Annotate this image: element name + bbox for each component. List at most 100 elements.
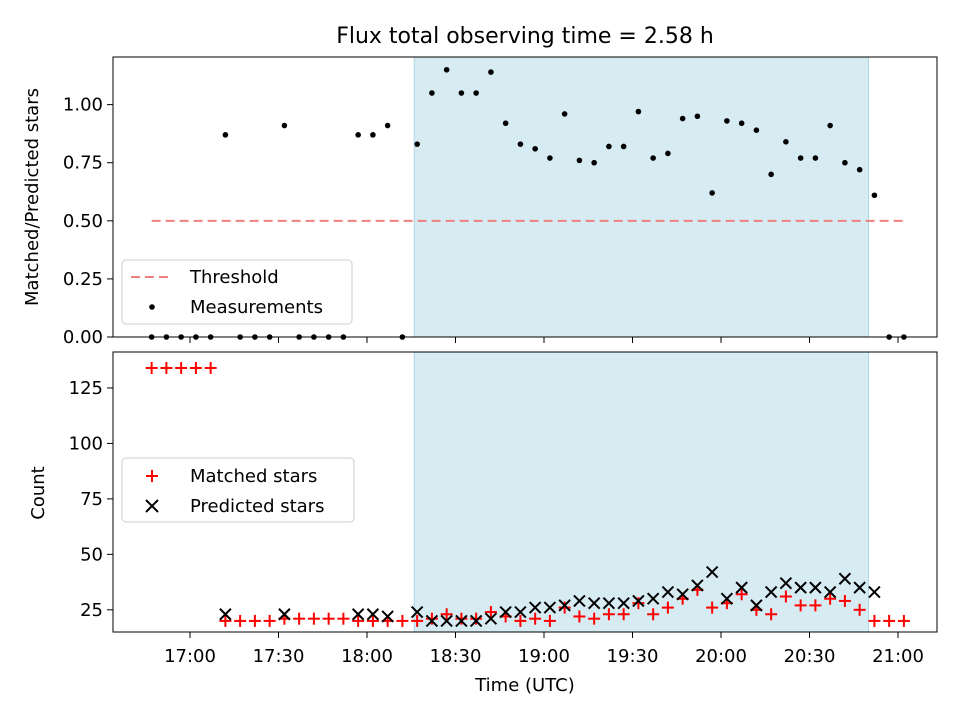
- predicted-star-marker: [514, 605, 527, 619]
- top-y-tick-label: 1.00: [63, 95, 103, 116]
- matched-star-marker: [396, 614, 409, 627]
- measurement-point: [650, 155, 656, 161]
- bottom-y-tick-label: 25: [80, 600, 103, 621]
- predicted-star-marker: [543, 601, 557, 614]
- top-y-ticks: 0.00 0.25 0.50 0.75 1.00: [63, 95, 113, 348]
- matched-star-marker: [234, 614, 247, 627]
- predicted-star-marker: [705, 565, 719, 579]
- measurement-point: [355, 132, 361, 138]
- predicted-star-marker: [646, 592, 660, 605]
- measurement-point: [694, 113, 701, 120]
- bottom-x-tick-label: 20:30: [784, 646, 836, 667]
- bottom-y-axis-label: Count: [28, 466, 49, 519]
- matched-star-marker: [661, 601, 674, 614]
- matched-legend-label: Matched stars: [190, 466, 317, 487]
- predicted-star-marker: [779, 576, 793, 590]
- measurement-point: [384, 122, 391, 129]
- predicted-star-marker: [219, 608, 232, 621]
- measurement-point: [443, 66, 450, 73]
- measurement-point: [768, 171, 774, 178]
- predicted-star-marker: [809, 581, 822, 594]
- top-y-tick-label: 0.00: [63, 327, 103, 348]
- matched-star-marker: [440, 608, 453, 621]
- bottom-panel: 25 50 75 100 125 17:00 17:30 18:00 18:30 19:00 19…: [28, 351, 938, 696]
- bottom-x-tick-label: 19:00: [518, 646, 570, 667]
- matched-legend-swatch: [146, 470, 158, 482]
- predicted-star-marker: [587, 596, 601, 610]
- predicted-star-marker: [735, 581, 748, 594]
- predicted-star-marker: [720, 592, 734, 605]
- predicted-star-marker: [366, 608, 380, 621]
- matched-star-marker: [514, 614, 527, 627]
- bottom-x-tick-label: 17:00: [164, 646, 216, 667]
- matched-star-marker: [765, 608, 778, 621]
- measurement-point: [429, 90, 435, 96]
- bottom-x-tick-label: 18:30: [430, 646, 482, 667]
- predicted-star-marker: [632, 594, 645, 608]
- matched-star-marker: [897, 614, 910, 627]
- matched-star-marker: [588, 612, 601, 625]
- measurement-point: [797, 155, 804, 161]
- predicted-legend-label: Predicted stars: [190, 496, 324, 517]
- matched-star-marker: [853, 603, 866, 616]
- predicted-star-marker: [278, 608, 291, 621]
- matched-star-marker: [794, 599, 807, 612]
- matched-star-marker: [632, 597, 645, 610]
- matched-star-marker: [307, 612, 320, 625]
- bottom-x-tick-label: 21:00: [872, 646, 924, 667]
- matched-star-marker: [455, 612, 468, 625]
- bottom-x-ticks: 17:00 17:30 18:00 18:30 19:00 19:30 20:00 20:30…: [164, 632, 924, 667]
- measurement-point: [738, 120, 745, 127]
- matched-star-marker: [160, 361, 173, 374]
- measurement-point: [753, 127, 760, 133]
- matched-star-marker: [204, 361, 217, 374]
- matched-star-marker: [411, 614, 424, 627]
- bottom-x-tick-label: 18:00: [341, 646, 393, 667]
- matched-star-marker: [558, 601, 571, 614]
- top-y-tick-label: 0.50: [63, 211, 103, 232]
- bottom-y-tick-label: 125: [69, 378, 103, 399]
- top-legend: Threshold Measurements: [121, 259, 353, 325]
- predicted-star-marker: [691, 579, 704, 592]
- matched-star-marker: [263, 614, 276, 627]
- measurements-legend-swatch: [149, 304, 155, 310]
- measurement-point: [620, 143, 627, 150]
- measurement-point: [856, 166, 863, 173]
- predicted-star-marker: [381, 610, 394, 623]
- predicted-legend-swatch: [145, 499, 159, 513]
- top-observing-window: [413, 56, 869, 338]
- predicted-star-marker: [794, 581, 807, 594]
- measurement-point: [709, 190, 715, 196]
- matched-star-marker: [779, 590, 792, 603]
- bottom-axes-frame: [112, 351, 938, 633]
- matched-star-marker: [809, 599, 822, 612]
- matched-star-marker: [175, 361, 188, 374]
- top-y-tick-label: 0.25: [63, 269, 103, 290]
- matched-star-marker: [647, 608, 660, 621]
- bottom-y-tick-label: 100: [69, 433, 103, 454]
- predicted-star-marker: [351, 608, 365, 621]
- measurement-point: [370, 132, 376, 138]
- predicted-star-marker: [528, 601, 542, 614]
- chart-title: Flux total observing time = 2.58 h: [336, 24, 714, 49]
- measurement-point: [724, 118, 730, 124]
- measurement-point: [842, 159, 848, 166]
- matched-star-marker: [573, 610, 586, 623]
- matched-star-marker: [543, 614, 556, 627]
- matched-stars-series: [145, 361, 910, 627]
- measurement-point: [473, 90, 479, 96]
- matched-star-marker: [868, 614, 881, 627]
- measurement-point: [576, 157, 583, 164]
- matched-star-marker: [617, 608, 630, 621]
- bottom-x-tick-label: 20:00: [695, 646, 747, 667]
- predicted-star-marker: [764, 585, 778, 599]
- predicted-star-marker: [617, 596, 630, 610]
- measurement-point: [547, 155, 553, 161]
- measurement-point: [561, 111, 568, 117]
- predicted-star-marker: [602, 596, 616, 610]
- predicted-star-marker: [484, 612, 498, 625]
- matched-star-marker: [706, 601, 719, 614]
- matched-star-marker: [322, 612, 335, 625]
- threshold-legend-label: Threshold: [189, 267, 279, 288]
- matched-star-marker: [352, 614, 365, 627]
